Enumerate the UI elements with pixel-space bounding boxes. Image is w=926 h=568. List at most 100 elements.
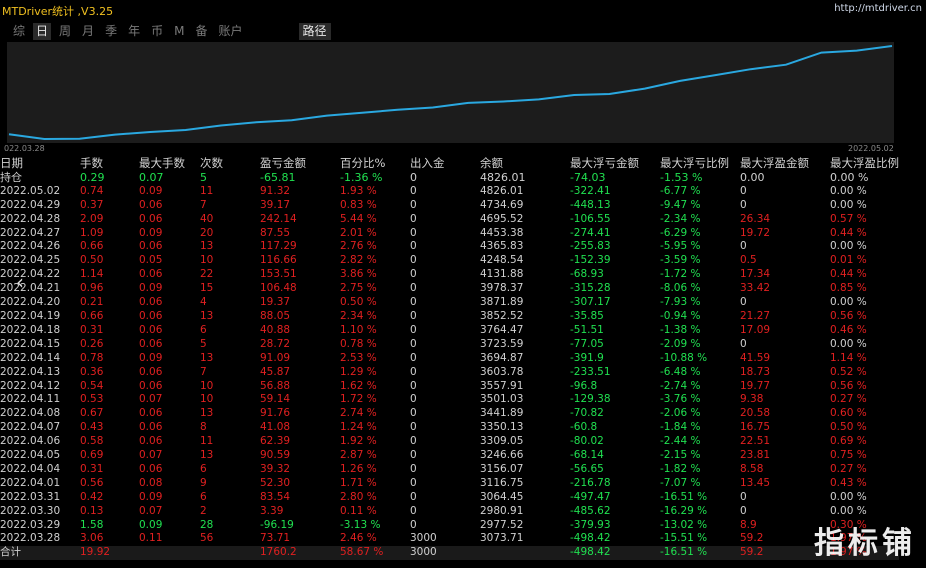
table-row[interactable]: 2022.03.30 0.13 0.07 2 3.39 0.11 % 0 2980.91 -48… <box>0 505 899 519</box>
table-cell: 3000 <box>410 546 480 561</box>
chart-start-date: 022.03.28 <box>4 144 45 153</box>
table-row[interactable]: 2022.03.28 3.06 0.11 56 73.71 2.46 % 3000 3073.… <box>0 532 899 546</box>
table-row[interactable]: 2022.04.04 0.31 0.06 6 39.32 1.26 % 0 3156.07 -5… <box>0 463 899 477</box>
table-cell: -255.83 <box>570 240 611 253</box>
table-cell: 0.74 <box>80 184 104 197</box>
table-row[interactable]: 2022.04.11 0.53 0.07 10 59.14 1.72 % 0 3501.03 -… <box>0 393 899 407</box>
table-cell: -1.36 % <box>340 170 383 184</box>
tab-0[interactable]: 综 <box>13 24 26 38</box>
table-cell: 91.76 <box>260 407 291 420</box>
tab-7[interactable]: M <box>174 24 185 38</box>
table-cell: 4695.52 <box>480 212 524 225</box>
table-cell: 3764.47 <box>480 323 524 336</box>
table-cell: -2.15 % <box>660 449 701 462</box>
column-header[interactable]: 盈亏金额 <box>260 157 306 170</box>
table-cell: -16.51 % <box>660 490 708 503</box>
column-header[interactable]: 最大浮亏金额 <box>570 157 639 170</box>
table-row[interactable]: 2022.04.15 0.26 0.06 5 28.72 0.78 % 0 3723.59 -7… <box>0 338 899 352</box>
table-cell: 116.66 <box>260 254 297 267</box>
table-cell: 0.46 % <box>830 323 867 336</box>
table-cell: 0.00 % <box>830 296 867 309</box>
table-cell: -96.19 <box>260 518 294 531</box>
table-cell: 3350.13 <box>480 421 524 434</box>
table-cell: 1.58 <box>80 518 104 531</box>
tab-9[interactable]: 账户 <box>218 24 243 38</box>
column-header[interactable]: 最大浮盈比例 <box>830 157 899 170</box>
table-cell: 0.05 <box>139 254 163 267</box>
table-row[interactable]: 2022.04.08 0.67 0.06 13 91.76 2.74 % 0 3441.89 -… <box>0 407 899 421</box>
column-header[interactable]: 最大浮盈金额 <box>740 157 809 170</box>
tab-1[interactable]: 日 <box>33 23 52 40</box>
table-row[interactable]: 2022.04.12 0.54 0.06 10 56.88 1.62 % 0 3557.91 -… <box>0 380 899 394</box>
table-cell: 2022.03.29 <box>0 518 61 531</box>
table-row[interactable]: 2022.04.21 0.96 0.09 15 106.48 2.75 % 0 3978.37… <box>0 282 899 296</box>
tab-4[interactable]: 季 <box>105 24 118 38</box>
column-header[interactable]: 次数 <box>200 157 223 170</box>
table-cell: 0.50 % <box>340 296 377 309</box>
table-row[interactable]: 2022.04.26 0.66 0.06 13 117.29 2.76 % 0 4365.83… <box>0 240 899 254</box>
table-cell: 6 <box>200 323 207 336</box>
table-row[interactable]: 2022.04.13 0.36 0.06 7 45.87 1.29 % 0 3603.78 -2… <box>0 366 899 380</box>
table-row[interactable]: 2022.04.20 0.21 0.06 4 19.37 0.50 % 0 3871.89 -3… <box>0 296 899 310</box>
table-cell: 3603.78 <box>480 365 524 378</box>
table-row[interactable]: 2022.05.02 0.74 0.09 11 91.32 1.93 % 0 4826.01 -… <box>0 185 899 199</box>
table-cell: 18.73 <box>740 365 771 378</box>
table-cell: -2.74 % <box>660 379 701 392</box>
table-cell: 0.06 <box>139 407 163 420</box>
table-row[interactable]: 2022.04.01 0.56 0.08 9 52.30 1.71 % 0 3116.75 -2… <box>0 477 899 491</box>
table-cell: 0.13 <box>80 504 104 517</box>
table-cell: 22 <box>200 268 214 281</box>
table-cell: -6.29 % <box>660 226 701 239</box>
table-cell: -2.34 % <box>660 212 701 225</box>
table-cell: 20.58 <box>740 407 771 420</box>
table-cell: 3441.89 <box>480 407 524 420</box>
table-cell: 1.72 % <box>340 393 377 406</box>
table-cell: 2022.04.26 <box>0 240 61 253</box>
chevron-left-icon[interactable]: ‹ <box>16 270 24 294</box>
hold-row[interactable]: 持仓 0.29 0.07 5 -65.81 -1.36 % 0 4826.01 -74.03 -1… <box>0 171 899 185</box>
table-cell: -379.93 <box>570 518 611 531</box>
tab-3[interactable]: 月 <box>82 24 95 38</box>
table-row[interactable]: 2022.04.18 0.31 0.06 6 40.88 1.10 % 0 3764.47 -5… <box>0 324 899 338</box>
table-cell: 8 <box>200 421 207 434</box>
tab-5[interactable]: 年 <box>128 24 141 38</box>
column-header[interactable]: 余额 <box>480 157 503 170</box>
column-header[interactable]: 日期 <box>0 157 23 170</box>
table-row[interactable]: 2022.04.25 0.50 0.05 10 116.66 2.82 % 0 4248.54… <box>0 254 899 268</box>
table-row[interactable]: 2022.04.07 0.43 0.06 8 41.08 1.24 % 0 3350.13 -6… <box>0 421 899 435</box>
table-row[interactable]: 2022.03.31 0.42 0.09 6 83.54 2.80 % 0 3064.45 -4… <box>0 491 899 505</box>
table-row[interactable]: 2022.04.19 0.66 0.06 13 88.05 2.34 % 0 3852.52 -… <box>0 310 899 324</box>
total-row[interactable]: 合计 19.92 1760.2 58.67 % 3000 -498.42 -16.51 % 5… <box>0 546 899 561</box>
tab-2[interactable]: 周 <box>59 24 72 38</box>
column-header[interactable]: 最大手数 <box>139 157 185 170</box>
table-cell: 1.26 % <box>340 462 377 475</box>
table-cell: 2.09 <box>80 212 104 225</box>
table-cell: -307.17 <box>570 296 611 309</box>
tab-6[interactable]: 币 <box>151 24 164 38</box>
table-row[interactable]: 2022.04.14 0.78 0.09 13 91.09 2.53 % 0 3694.87 -… <box>0 352 899 366</box>
column-header[interactable]: 最大浮亏比例 <box>660 157 729 170</box>
table-row[interactable]: 2022.04.22 1.14 0.06 22 153.51 3.86 % 0 4131.88… <box>0 268 899 282</box>
table-cell: 2022.04.06 <box>0 435 61 448</box>
table-row[interactable]: 2022.04.06 0.58 0.06 11 62.39 1.92 % 0 3309.05 -… <box>0 435 899 449</box>
table-cell: -6.77 % <box>660 184 701 197</box>
table-row[interactable]: 2022.04.29 0.37 0.06 7 39.17 0.83 % 0 4734.69 -4… <box>0 199 899 213</box>
table-row[interactable]: 2022.04.27 1.09 0.09 20 87.55 2.01 % 0 4453.38 -… <box>0 227 899 241</box>
table-cell: 2.75 % <box>340 282 377 295</box>
table-cell: 1.97 % <box>830 546 899 561</box>
table-cell: 0.96 <box>80 282 104 295</box>
table-cell: -8.06 % <box>660 282 701 295</box>
table-cell: 19.92 <box>80 546 139 561</box>
tab-8[interactable]: 备 <box>195 24 208 38</box>
column-header[interactable]: 出入金 <box>410 157 445 170</box>
table-row[interactable]: 2022.04.05 0.69 0.07 13 90.59 2.87 % 0 3246.66 -… <box>0 449 899 463</box>
website-link[interactable]: http://mtdriver.cn <box>834 3 922 14</box>
tab-path[interactable]: 路径 <box>298 23 331 40</box>
table-row[interactable]: 2022.03.29 1.58 0.09 28 -96.19 -3.13 % 0 2977.5… <box>0 519 899 533</box>
column-header[interactable]: 手数 <box>80 157 103 170</box>
table-cell: 2 <box>200 504 207 517</box>
table-row[interactable]: 2022.04.28 2.09 0.06 40 242.14 5.44 % 0 4695.52… <box>0 213 899 227</box>
table-cell: 0.43 % <box>830 476 867 489</box>
column-header[interactable]: 百分比% <box>340 157 386 170</box>
table-cell: -152.39 <box>570 254 611 267</box>
